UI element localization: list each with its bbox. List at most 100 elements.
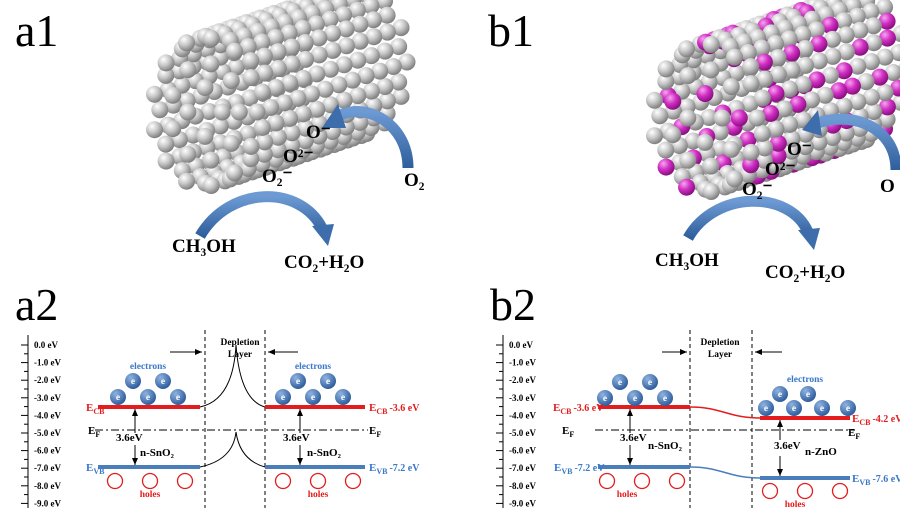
axis-label: -1.0 eV bbox=[34, 358, 61, 368]
value: -7.6 eV bbox=[872, 474, 900, 485]
reactant-label: CH₃OH bbox=[655, 250, 719, 271]
symbol: E bbox=[852, 413, 859, 425]
dopant-atom bbox=[678, 179, 695, 196]
electron-symbol: e bbox=[341, 393, 345, 403]
subscript: CB bbox=[93, 407, 105, 416]
vb-label: EVB-7.2 eV bbox=[369, 462, 420, 476]
atom bbox=[723, 78, 740, 95]
axis-label: -8.0 eV bbox=[509, 481, 536, 491]
atom bbox=[226, 164, 243, 181]
atom bbox=[242, 52, 259, 69]
axis-label: -2.0 eV bbox=[34, 375, 61, 385]
atom bbox=[178, 34, 195, 51]
electron-symbol: e bbox=[161, 377, 165, 387]
electrons-label: electrons bbox=[787, 375, 824, 385]
atom bbox=[742, 58, 759, 75]
atom bbox=[243, 69, 260, 86]
atom bbox=[664, 126, 681, 143]
material-label: n-SnO₂ bbox=[140, 447, 175, 459]
atom bbox=[202, 152, 219, 169]
axis-label: -2.0 eV bbox=[509, 375, 536, 385]
fermi-label: EF bbox=[369, 425, 381, 439]
gap-label: 3.6eV bbox=[620, 432, 647, 444]
atom bbox=[749, 110, 766, 127]
dopant-atom bbox=[664, 93, 681, 110]
symbol: E bbox=[86, 402, 93, 414]
axis-label: -1.0 eV bbox=[509, 358, 536, 368]
subscript: CB bbox=[376, 407, 388, 416]
cb-label: ECB-4.2 eV bbox=[852, 413, 900, 427]
atom bbox=[223, 135, 240, 152]
subscript: CB bbox=[560, 407, 572, 416]
electron-symbol: e bbox=[764, 404, 768, 414]
axis-label: -8.0 eV bbox=[34, 481, 61, 491]
oxygen-label: O bbox=[880, 176, 895, 197]
atom bbox=[203, 177, 220, 194]
atom bbox=[697, 134, 714, 151]
species-label: O²⁻ bbox=[765, 159, 796, 180]
electron-symbol: e bbox=[131, 377, 135, 387]
arrow bbox=[688, 201, 808, 238]
oxygen-label: O₂ bbox=[404, 170, 425, 191]
vb-label: EVB bbox=[86, 462, 105, 476]
fermi-label: EF bbox=[562, 425, 574, 439]
atom bbox=[702, 61, 719, 78]
arrowhead bbox=[798, 228, 820, 250]
atom bbox=[151, 101, 168, 118]
band-bending bbox=[690, 407, 760, 418]
electron-symbol: e bbox=[663, 394, 667, 404]
hole bbox=[311, 474, 326, 489]
electron-symbol: e bbox=[846, 404, 850, 414]
axis-label: -6.0 eV bbox=[34, 446, 61, 456]
electron-symbol: e bbox=[806, 390, 810, 400]
band-bending bbox=[690, 467, 760, 478]
atom bbox=[646, 92, 663, 109]
arrow bbox=[200, 197, 322, 236]
atom bbox=[179, 61, 196, 78]
electron-symbol: e bbox=[633, 394, 637, 404]
atom bbox=[726, 170, 743, 187]
hole bbox=[276, 474, 291, 489]
atom bbox=[179, 104, 196, 121]
depletion-label: Layer bbox=[708, 350, 733, 360]
band-bending bbox=[200, 432, 265, 467]
symbol: E bbox=[562, 425, 569, 437]
axis-label: 0.0 eV bbox=[34, 340, 58, 350]
atom bbox=[754, 90, 771, 107]
dopant-atom bbox=[658, 159, 675, 176]
hole bbox=[798, 484, 813, 499]
atom bbox=[651, 107, 668, 124]
panel-label: b2 bbox=[490, 279, 536, 330]
material-label: n-SnO₂ bbox=[648, 440, 683, 452]
vb-label: EVB-7.6 eV bbox=[852, 473, 900, 487]
vb-label: EVB-7.2 eV bbox=[554, 462, 605, 476]
electrons-label: electrons bbox=[130, 362, 167, 372]
subscript: CB bbox=[859, 418, 871, 427]
electron-symbol: e bbox=[311, 393, 315, 403]
fermi-label: EF bbox=[88, 425, 100, 439]
subscript: VB bbox=[561, 467, 573, 476]
atom bbox=[658, 60, 675, 77]
atom bbox=[678, 40, 695, 57]
value: -3.6 eV bbox=[573, 403, 604, 414]
electron-symbol: e bbox=[603, 394, 607, 404]
atom bbox=[223, 72, 240, 89]
subscript: F bbox=[95, 430, 100, 439]
axis-label: -5.0 eV bbox=[509, 428, 536, 438]
electron-symbol: e bbox=[176, 393, 180, 403]
symbol: E bbox=[848, 427, 855, 439]
atom bbox=[164, 87, 181, 104]
value: -7.2 eV bbox=[389, 463, 420, 474]
subscript: VB bbox=[93, 467, 105, 476]
cb-label: ECB-3.6 eV bbox=[553, 402, 604, 416]
atom bbox=[714, 110, 731, 127]
electron-symbol: e bbox=[778, 390, 782, 400]
atom bbox=[146, 121, 163, 138]
atom bbox=[249, 104, 266, 121]
atom bbox=[702, 158, 719, 175]
hole bbox=[833, 484, 848, 499]
gap-label: 3.6eV bbox=[116, 432, 143, 444]
material-label: n-ZnO bbox=[805, 446, 837, 458]
product-label: CO₂+H₂O bbox=[284, 252, 364, 273]
atom bbox=[226, 43, 243, 60]
